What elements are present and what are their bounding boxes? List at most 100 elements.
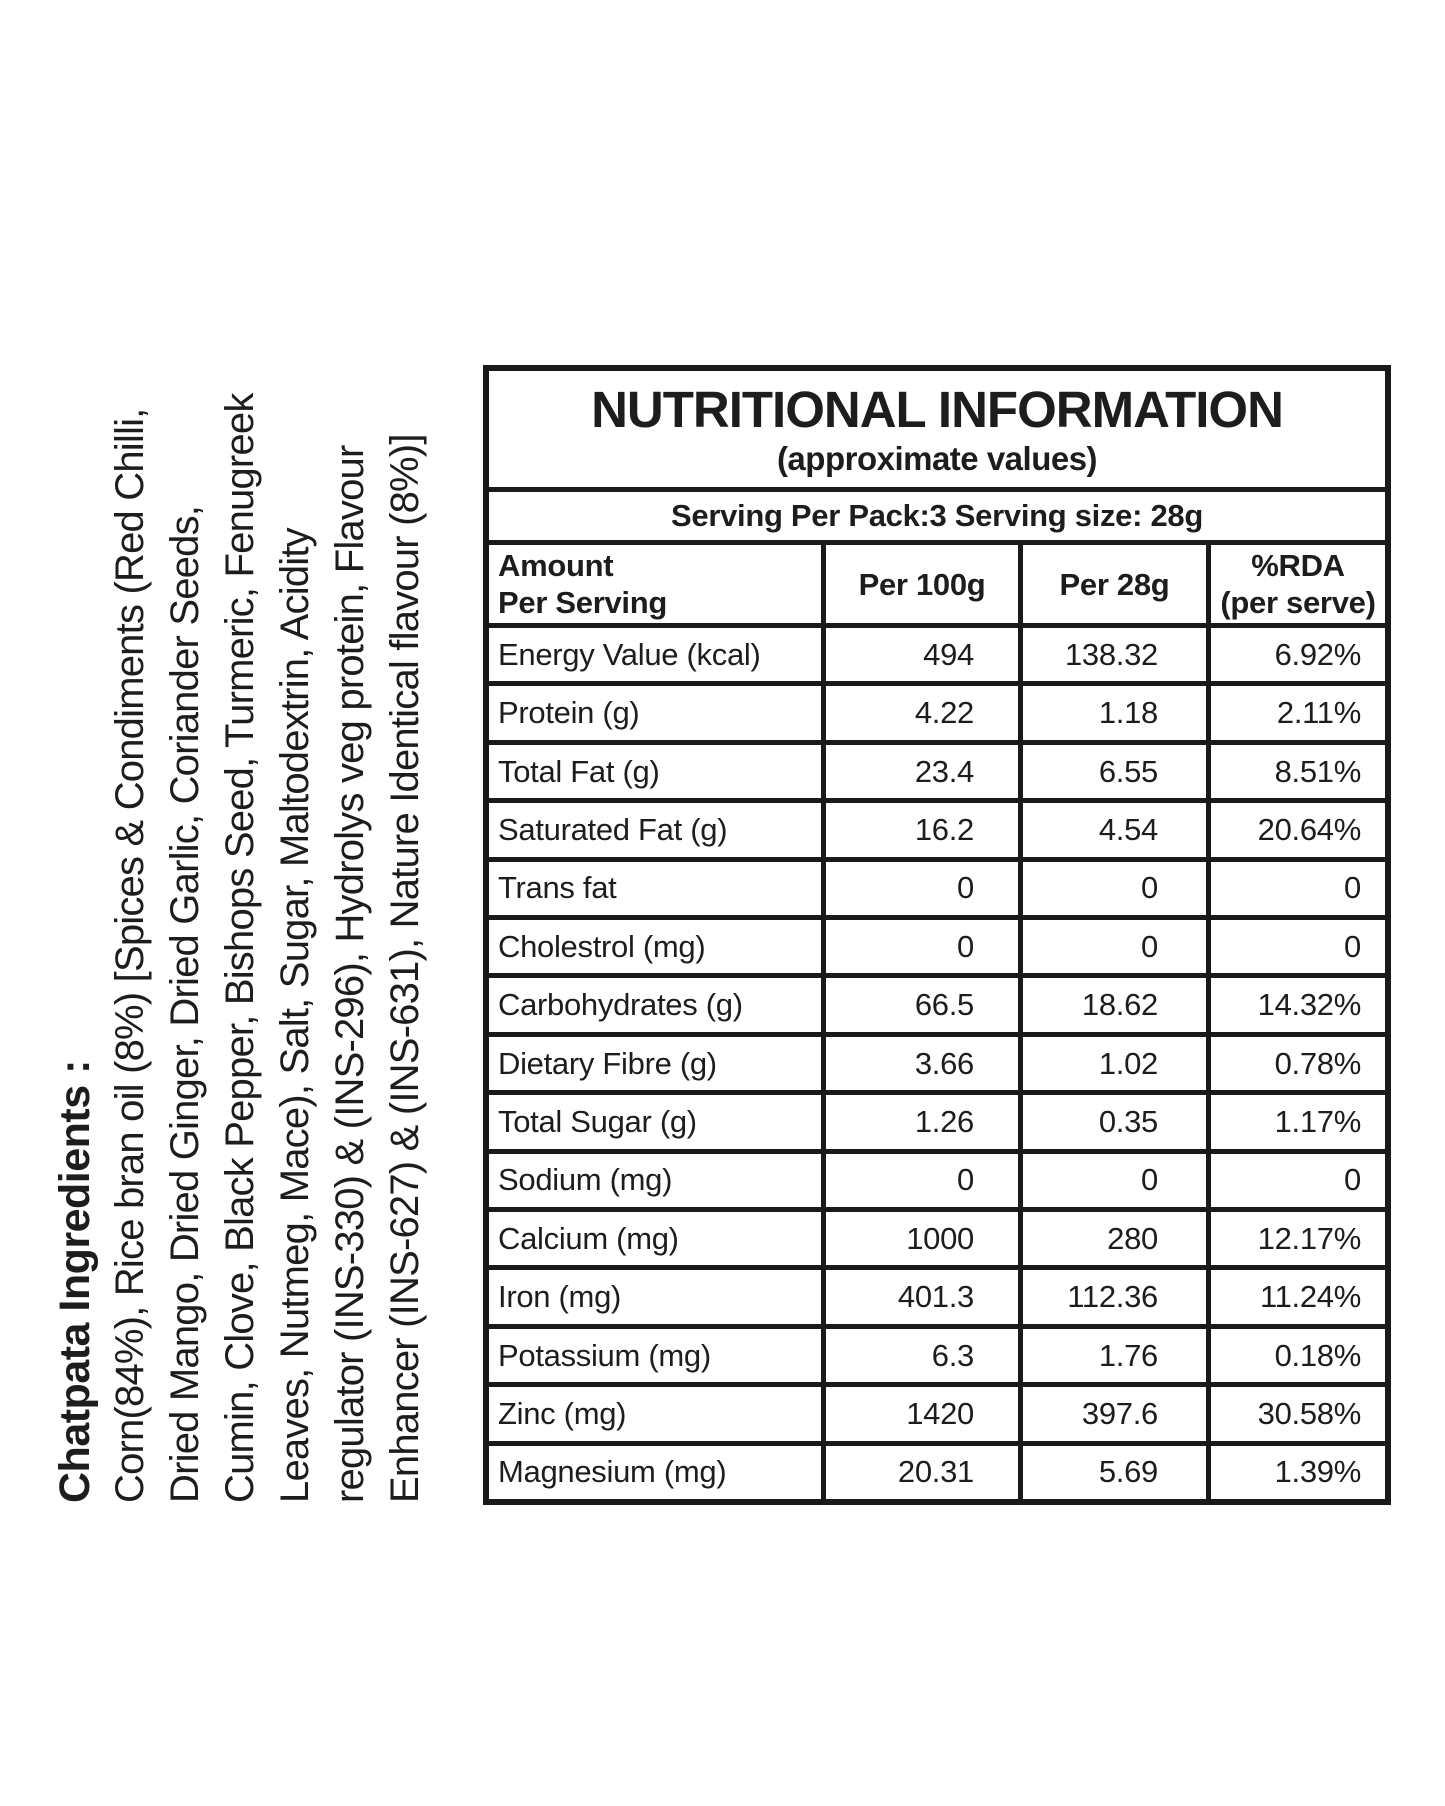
table-row: Cholestrol (mg) 0 0 0 [489,915,1385,974]
value-per-28g: 4.54 [1018,803,1206,857]
value-rda-per-serve: 0 [1206,920,1385,974]
nutrient-name: Iron (mg) [498,1279,622,1315]
table-row: Potassium (mg) 6.3 1.76 0.18% [489,1323,1385,1383]
value-per-100g: 1.26 [821,1095,1018,1149]
value-per-28g: 0 [1018,920,1206,974]
table-row: Trans fat 0 0 0 [489,856,1385,916]
value-per-100g: 20.31 [821,1445,1018,1500]
header-per-100g: Per 100g [821,545,1018,623]
table-row: Energy Value (kcal) 494 138.32 6.92% [489,623,1385,682]
table-title-cell: NUTRITIONAL INFORMATION (approximate val… [489,371,1385,487]
table-row: Saturated Fat (g) 16.2 4.54 20.64% [489,798,1385,857]
nutrient-name: Saturated Fat (g) [498,811,728,847]
nutrient-name: Dietary Fibre (g) [498,1045,717,1081]
value-per-28g: 1.76 [1018,1328,1206,1383]
value-per-28g: 397.6 [1018,1387,1206,1441]
table-row: Calcium (mg) 1000 280 12.17% [489,1207,1385,1266]
value-per-100g: 1000 [821,1212,1018,1266]
ingredients-rotated-text: Chatpata Ingredients : Corn(84%), Rice b… [48,243,444,1503]
value-per-100g: 6.3 [821,1328,1018,1383]
value-per-28g: 6.55 [1018,744,1206,799]
value-rda-per-serve: 0.78% [1206,1036,1385,1091]
ingredients-heading: Chatpata Ingredients : [51,1060,99,1503]
nutrient-name: Energy Value (kcal) [498,636,761,672]
value-rda-per-serve: 0 [1206,1153,1385,1208]
nutrient-name: Total Fat (g) [498,753,660,789]
table-subtitle: (approximate values) [776,440,1098,477]
header-amount-line1: Amount [498,548,614,583]
value-per-28g: 112.36 [1018,1270,1206,1324]
nutrient-name: Calcium (mg) [498,1220,679,1256]
header-rda-line1: %RDA [1251,548,1345,583]
table-row: Zinc (mg) 1420 397.6 30.58% [489,1382,1385,1441]
value-per-100g: 4.22 [821,686,1018,740]
value-per-100g: 494 [821,628,1018,682]
nutrition-table: NUTRITIONAL INFORMATION (approximate val… [483,365,1391,1505]
value-per-28g: 5.69 [1018,1445,1206,1500]
value-per-100g: 0 [821,1153,1018,1208]
value-rda-per-serve: 0 [1206,861,1385,916]
table-title: NUTRITIONAL INFORMATION [591,381,1284,438]
ingredients-line: Corn(84%), Rice bran oil (8%) [Spices & … [108,408,152,1503]
value-per-100g: 1420 [821,1387,1018,1441]
value-rda-per-serve: 6.92% [1206,628,1385,682]
table-row: Total Fat (g) 23.4 6.55 8.51% [489,739,1385,799]
table-row: Magnesium (mg) 20.31 5.69 1.39% [489,1440,1385,1500]
ingredients-line: regulator (INS-330) & (INS-296), Hydroly… [328,445,372,1504]
value-per-100g: 23.4 [821,744,1018,799]
nutrient-name: Zinc (mg) [498,1395,627,1431]
value-rda-per-serve: 11.24% [1206,1270,1385,1324]
value-per-100g: 0 [821,861,1018,916]
value-per-28g: 1.02 [1018,1036,1206,1091]
nutrient-name: Carbohydrates (g) [498,987,743,1023]
value-per-100g: 3.66 [821,1036,1018,1091]
value-per-100g: 401.3 [821,1270,1018,1324]
value-per-28g: 1.18 [1018,686,1206,740]
value-per-100g: 66.5 [821,978,1018,1032]
table-header-row: Amount Per Serving Per 100g Per 28g %RDA… [489,540,1385,623]
value-per-28g: 138.32 [1018,628,1206,682]
value-rda-per-serve: 30.58% [1206,1387,1385,1441]
header-per-100g-label: Per 100g [858,566,986,602]
value-per-28g: 18.62 [1018,978,1206,1032]
value-per-28g: 0 [1018,861,1206,916]
table-row: Protein (g) 4.22 1.18 2.11% [489,681,1385,740]
ingredients-line: Cumin, Clove, Black Pepper, Bishops Seed… [218,393,262,1503]
value-per-100g: 16.2 [821,803,1018,857]
nutrient-name: Protein (g) [498,695,640,731]
value-per-28g: 280 [1018,1212,1206,1266]
nutrient-name: Trans fat [498,870,617,906]
value-rda-per-serve: 0.18% [1206,1328,1385,1383]
table-row: Dietary Fibre (g) 3.66 1.02 0.78% [489,1031,1385,1091]
value-rda-per-serve: 1.39% [1206,1445,1385,1500]
value-rda-per-serve: 1.17% [1206,1095,1385,1149]
table-row: Total Sugar (g) 1.26 0.35 1.17% [489,1090,1385,1149]
nutrient-name: Potassium (mg) [498,1337,711,1373]
serving-info: Serving Per Pack:3 Serving size: 28g [489,487,1385,540]
nutrient-name: Cholestrol (mg) [498,928,706,964]
ingredients-block: Chatpata Ingredients : Corn(84%), Rice b… [48,243,444,1503]
value-rda-per-serve: 2.11% [1206,686,1385,740]
header-rda: %RDA (per serve) [1206,545,1385,623]
ingredients-line: Enhancer (INS-627) & (INS-631), Nature I… [383,434,427,1503]
header-rda-line2: (per serve) [1220,585,1376,620]
table-row: Sodium (mg) 0 0 0 [489,1148,1385,1208]
nutrient-name: Magnesium (mg) [498,1454,727,1490]
header-amount-line2: Per Serving [498,585,668,620]
header-amount-per-serving: Amount Per Serving [489,545,821,623]
value-rda-per-serve: 8.51% [1206,744,1385,799]
value-per-100g: 0 [821,920,1018,974]
ingredients-line: Leaves, Nutmeg, Mace), Salt, Sugar, Malt… [273,528,317,1503]
ingredients-line: Dried Mango, Dried Ginger, Dried Garlic,… [163,505,207,1503]
nutrient-name: Sodium (mg) [498,1162,673,1198]
table-row: Carbohydrates (g) 66.5 18.62 14.32% [489,973,1385,1032]
table-row: Iron (mg) 401.3 112.36 11.24% [489,1265,1385,1324]
value-rda-per-serve: 12.17% [1206,1212,1385,1266]
nutrient-name: Total Sugar (g) [498,1103,697,1139]
table-body: Energy Value (kcal) 494 138.32 6.92% Pro… [489,623,1385,1500]
value-per-28g: 0 [1018,1153,1206,1208]
value-rda-per-serve: 14.32% [1206,978,1385,1032]
header-per-28g: Per 28g [1018,545,1206,623]
header-per-28g-label: Per 28g [1059,566,1170,602]
